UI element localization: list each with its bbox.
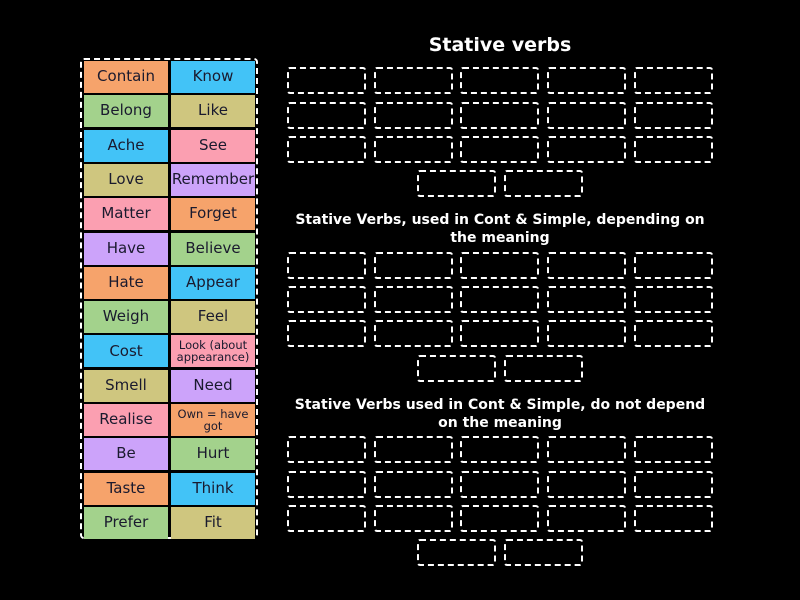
word-tile[interactable]: Forget <box>171 198 255 231</box>
drop-slot-group-1[interactable] <box>287 136 366 163</box>
drop-slot-group-1[interactable] <box>373 101 453 129</box>
word-tile[interactable]: Like <box>171 95 255 128</box>
word-tile[interactable]: Realise <box>84 404 168 436</box>
drop-slot-group-2[interactable] <box>460 320 539 347</box>
word-tile[interactable]: Appear <box>171 266 255 299</box>
word-tile[interactable]: Matter <box>84 198 168 231</box>
drop-slot-group-1[interactable] <box>634 67 713 94</box>
word-tile[interactable]: Cost <box>84 335 168 368</box>
drop-slot-group-1[interactable] <box>460 101 539 129</box>
drop-slot-group-2[interactable] <box>547 252 626 279</box>
word-tile[interactable]: Hurt <box>171 438 255 471</box>
drop-slot-group-1[interactable] <box>373 136 453 163</box>
word-tile[interactable]: Remember <box>171 163 255 196</box>
drop-slot-group-3[interactable] <box>287 436 366 463</box>
drop-slot-group-2[interactable] <box>547 286 626 313</box>
drop-slot-group-1[interactable] <box>287 101 366 129</box>
drop-slot-group-3[interactable] <box>460 470 539 498</box>
group-title-depending-meaning: Stative Verbs, used in Cont & Simple, de… <box>295 212 705 246</box>
group-title-not-depending-meaning: Stative Verbs used in Cont & Simple, do … <box>294 397 706 431</box>
drop-slot-group-3[interactable] <box>634 470 713 498</box>
drop-slot-group-1[interactable] <box>547 136 626 163</box>
drop-slot-group-2[interactable] <box>634 252 713 279</box>
drop-slot-group-2[interactable] <box>460 252 539 279</box>
drop-slot-group-3[interactable] <box>373 470 453 498</box>
drop-slot-group-2[interactable] <box>417 355 496 382</box>
drop-slot-group-1[interactable] <box>634 136 713 163</box>
drop-slot-group-1[interactable] <box>373 67 453 94</box>
word-tile[interactable]: Own = have got <box>171 404 255 436</box>
word-tile[interactable]: Hate <box>84 266 168 299</box>
drop-slot-group-3[interactable] <box>287 505 366 532</box>
drop-slot-group-3[interactable] <box>460 436 539 463</box>
drop-slot-group-3[interactable] <box>373 505 453 532</box>
drop-slot-group-2[interactable] <box>287 252 366 279</box>
drop-slot-group-2[interactable] <box>634 286 713 313</box>
word-tile[interactable]: Feel <box>171 301 255 334</box>
drop-slot-group-3[interactable] <box>460 505 539 532</box>
drop-slot-group-2[interactable] <box>287 320 366 347</box>
drop-slot-group-1[interactable] <box>417 170 496 197</box>
drop-slot-group-1[interactable] <box>547 101 626 129</box>
word-tile[interactable]: Smell <box>84 369 168 402</box>
word-bank <box>80 58 258 539</box>
drop-slot-group-3[interactable] <box>634 436 713 463</box>
word-tile[interactable]: Need <box>171 369 255 402</box>
word-tile[interactable]: Look (about appearance) <box>171 335 255 368</box>
word-tile[interactable]: Weigh <box>84 301 168 334</box>
word-tile[interactable]: Believe <box>171 232 255 265</box>
drop-slot-group-2[interactable] <box>547 320 626 347</box>
drop-slot-group-3[interactable] <box>634 505 713 532</box>
word-tile[interactable]: Ache <box>84 129 168 162</box>
drop-slot-group-2[interactable] <box>634 320 713 347</box>
drop-slot-group-1[interactable] <box>503 170 583 197</box>
word-tile[interactable]: Be <box>84 438 168 471</box>
drop-slot-group-2[interactable] <box>503 355 583 382</box>
drop-slot-group-3[interactable] <box>417 539 496 566</box>
word-tile[interactable]: Think <box>171 472 255 505</box>
drop-slot-group-1[interactable] <box>460 136 539 163</box>
word-tile[interactable]: Love <box>84 163 168 196</box>
drop-slot-group-3[interactable] <box>547 505 626 532</box>
drop-slot-group-3[interactable] <box>547 470 626 498</box>
drop-slot-group-3[interactable] <box>373 436 453 463</box>
word-tile[interactable]: Fit <box>171 506 255 539</box>
word-tile[interactable]: See <box>171 129 255 162</box>
drop-slot-group-2[interactable] <box>287 286 366 313</box>
drop-slot-group-1[interactable] <box>634 101 713 129</box>
drop-slot-group-1[interactable] <box>287 67 366 94</box>
word-tile[interactable]: Belong <box>84 95 168 128</box>
drop-slot-group-3[interactable] <box>547 436 626 463</box>
drop-slot-group-2[interactable] <box>373 286 453 313</box>
word-tile[interactable]: Contain <box>84 61 168 93</box>
drop-slot-group-1[interactable] <box>547 67 626 94</box>
drop-slot-group-3[interactable] <box>287 470 366 498</box>
word-tile[interactable]: Prefer <box>84 506 168 539</box>
drop-slot-group-1[interactable] <box>460 67 539 94</box>
drop-slot-group-2[interactable] <box>460 286 539 313</box>
word-tile[interactable]: Know <box>171 61 255 93</box>
group-title-stative-verbs: Stative verbs <box>428 34 572 56</box>
drop-slot-group-2[interactable] <box>373 320 453 347</box>
word-tile[interactable]: Taste <box>84 472 168 505</box>
drop-slot-group-2[interactable] <box>373 252 453 279</box>
drop-slot-group-3[interactable] <box>503 539 583 566</box>
word-tile[interactable]: Have <box>84 232 168 265</box>
